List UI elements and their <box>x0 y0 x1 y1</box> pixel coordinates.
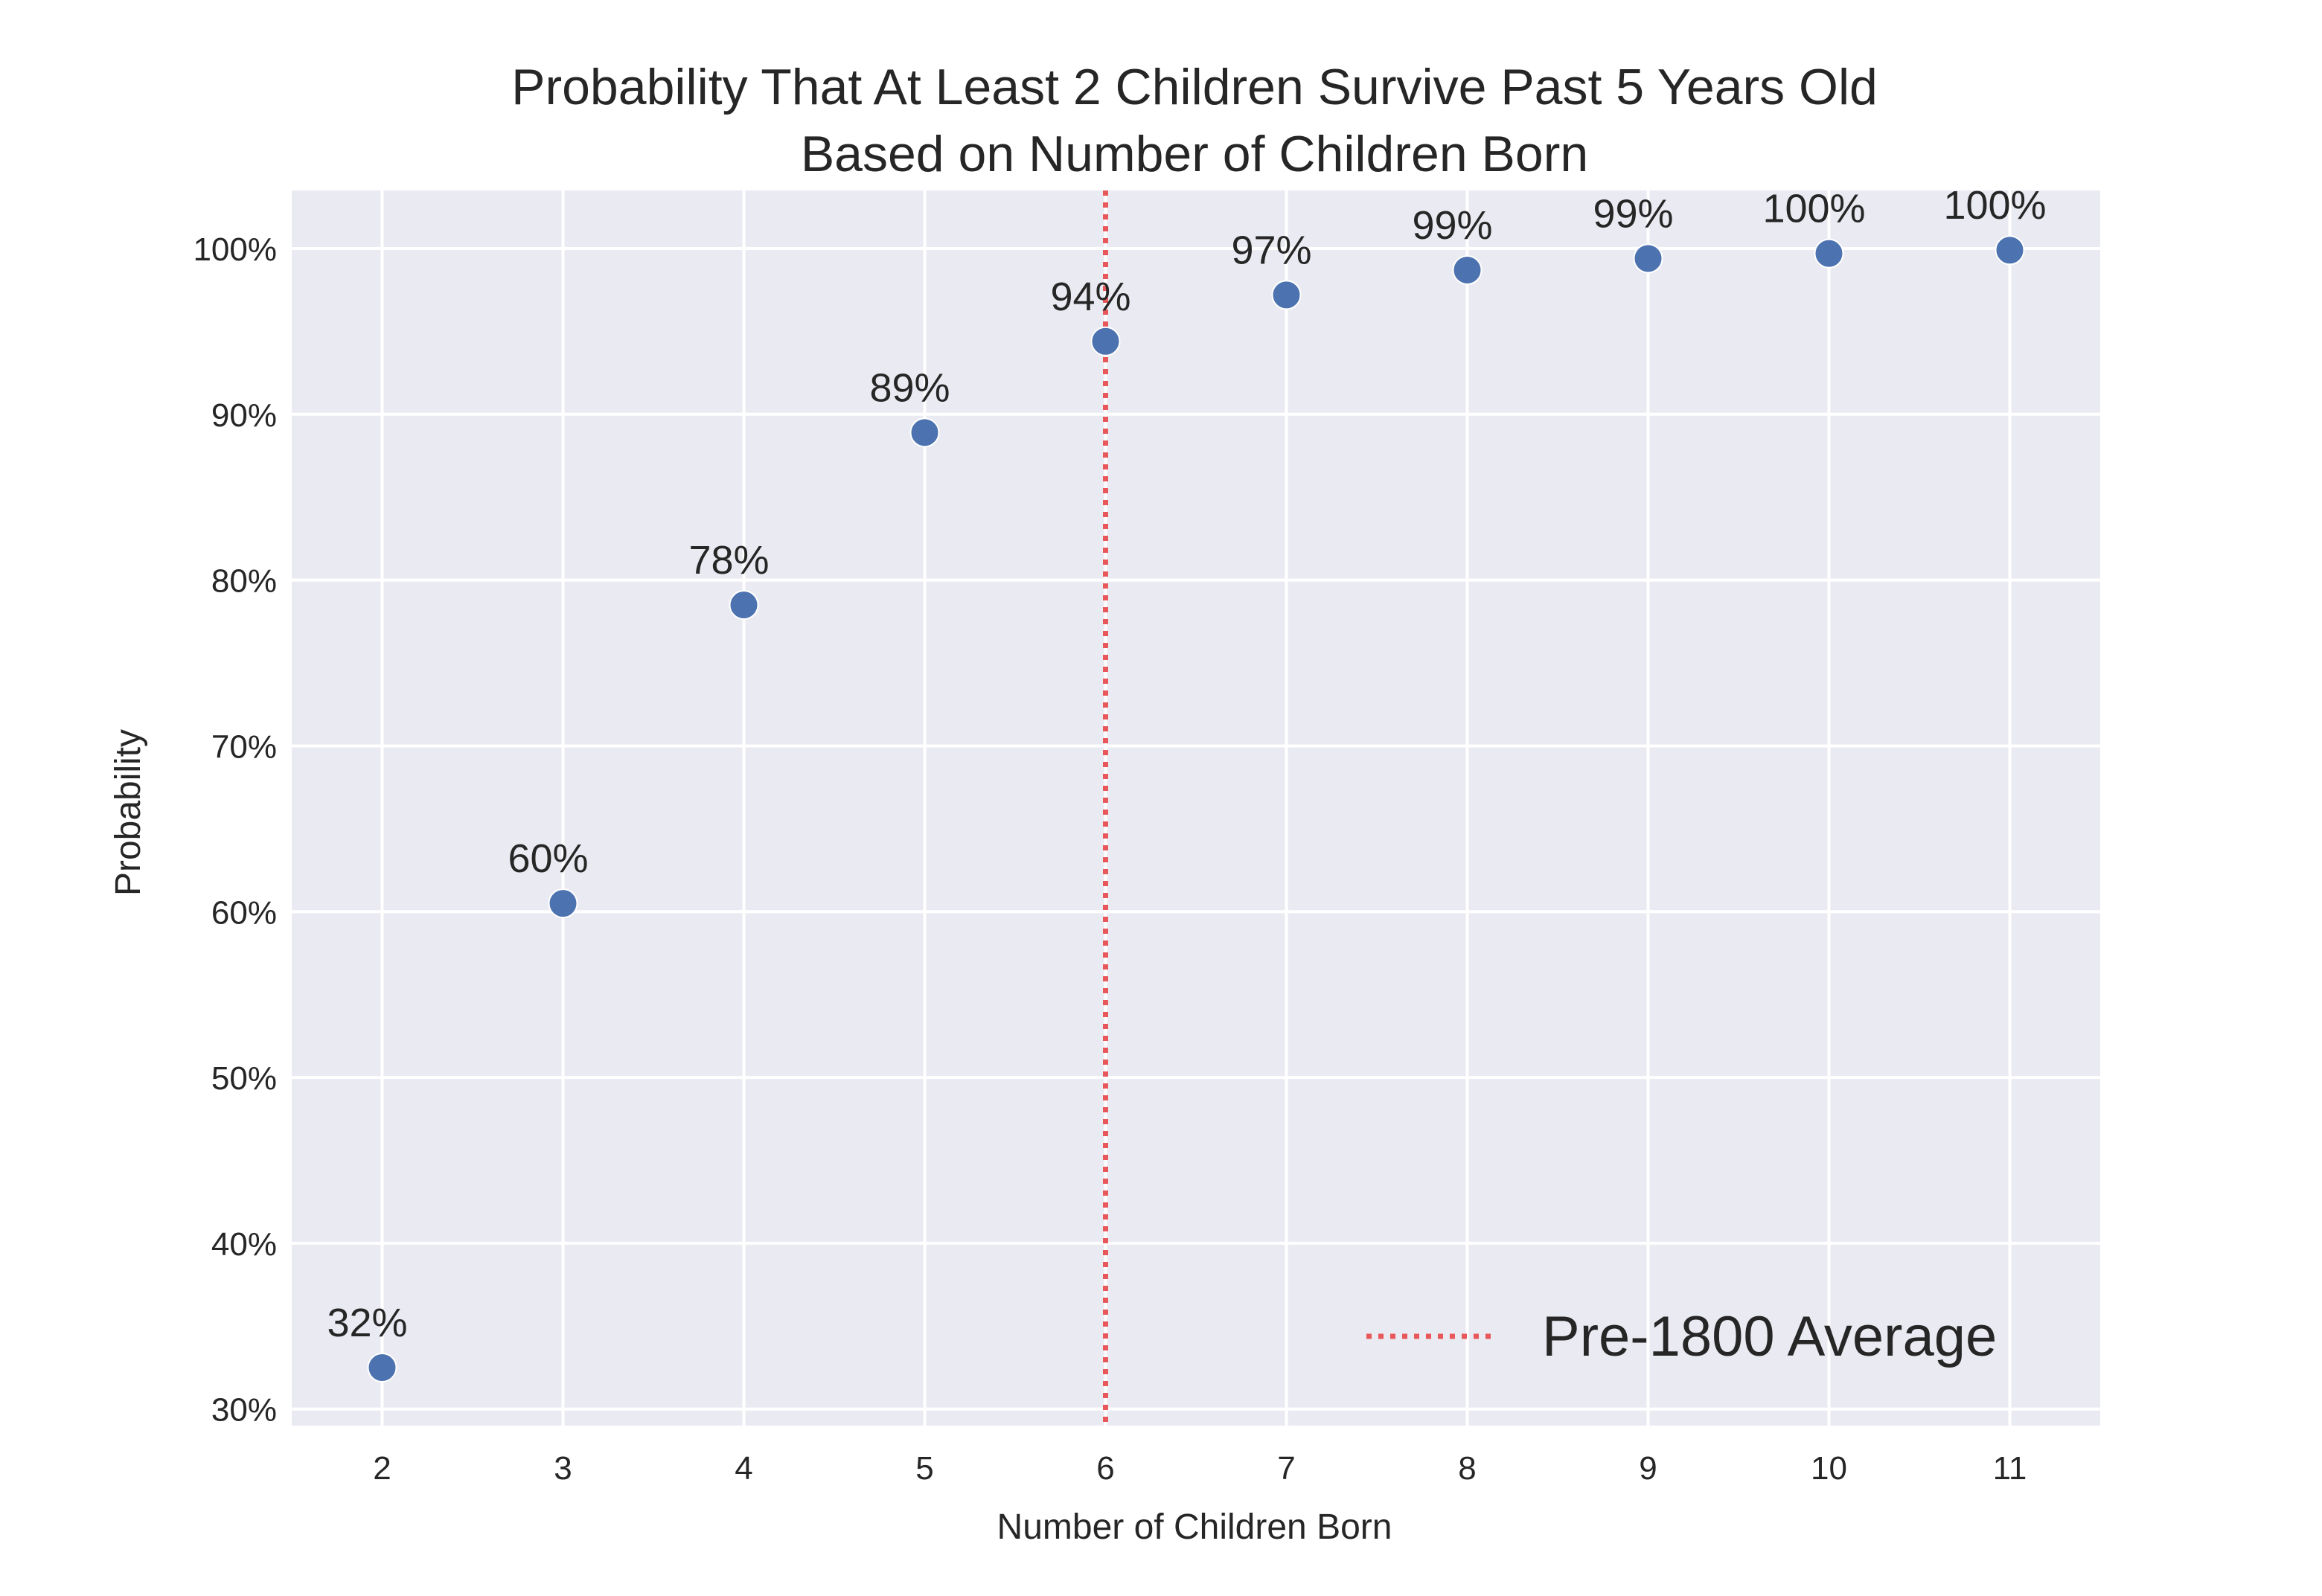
data-label: 89% <box>869 365 950 410</box>
data-label: 97% <box>1231 228 1311 272</box>
chart-title-line-2: Based on Number of Children Born <box>801 126 1588 182</box>
plot-area <box>292 190 2100 1426</box>
data-point <box>1814 238 1844 269</box>
data-point <box>729 590 759 621</box>
x-tick-label: 6 <box>1096 1450 1114 1487</box>
data-label: 99% <box>1412 203 1492 248</box>
y-tick-label: 80% <box>211 563 277 600</box>
x-tick-label: 8 <box>1458 1450 1476 1487</box>
x-tick-label: 5 <box>915 1450 933 1487</box>
data-point <box>1633 243 1663 274</box>
y-tick-label: 50% <box>211 1060 277 1097</box>
x-axis-label: Number of Children Born <box>997 1507 1392 1547</box>
x-tick-label: 4 <box>735 1450 752 1487</box>
data-label: 78% <box>688 538 769 583</box>
y-tick-label: 90% <box>211 397 277 434</box>
y-tick-label: 70% <box>211 728 277 765</box>
data-point <box>548 888 578 919</box>
data-point <box>1995 235 2025 266</box>
data-label: 100% <box>1762 187 1865 231</box>
x-tick-label: 7 <box>1277 1450 1295 1487</box>
y-tick-label: 40% <box>211 1226 277 1263</box>
data-point <box>1271 280 1302 310</box>
y-axis-label: Probability <box>109 729 148 896</box>
y-tick-label: 60% <box>211 894 277 931</box>
x-tick-label: 2 <box>373 1450 391 1487</box>
y-tick-label: 30% <box>211 1392 277 1429</box>
data-label: 60% <box>508 836 588 881</box>
data-label: 32% <box>327 1301 407 1345</box>
legend-label: Pre-1800 Average <box>1542 1305 1997 1368</box>
x-tick-label: 11 <box>1993 1450 2027 1487</box>
data-point <box>1452 254 1483 285</box>
legend: Pre-1800 Average <box>1366 1305 1997 1368</box>
data-point <box>1090 326 1121 356</box>
x-tick-label: 3 <box>554 1450 572 1487</box>
data-point <box>909 417 940 448</box>
data-label: 100% <box>1943 183 2046 228</box>
y-tick-label: 100% <box>193 231 277 268</box>
data-point <box>367 1353 397 1383</box>
chart-title-line-1: Probability That At Least 2 Children Sur… <box>511 59 1878 115</box>
data-label: 94% <box>1050 275 1130 319</box>
x-tick-label: 9 <box>1639 1450 1657 1487</box>
data-label: 99% <box>1593 191 1673 236</box>
x-tick-label: 10 <box>1811 1450 1847 1487</box>
